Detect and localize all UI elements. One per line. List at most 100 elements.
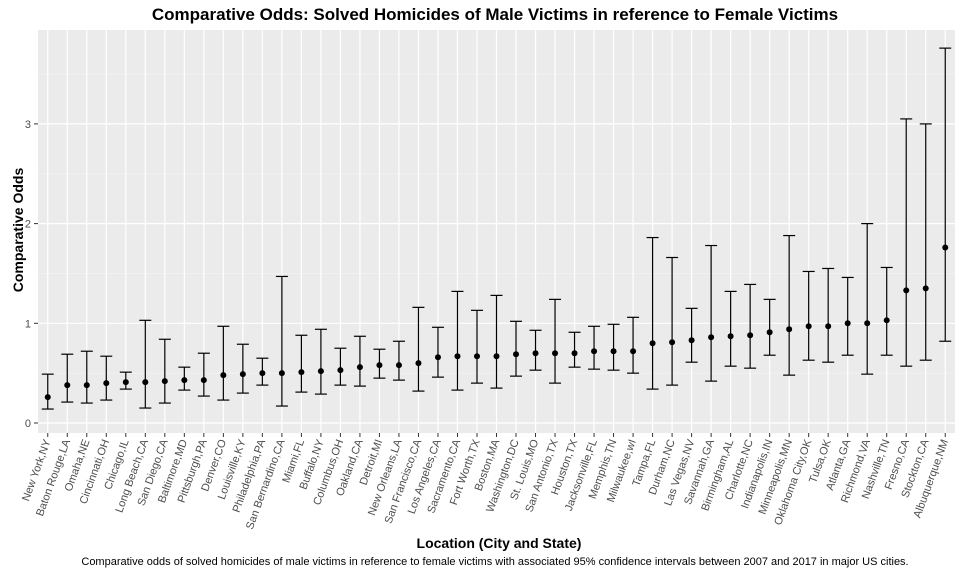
- error-bar: [549, 298, 562, 384]
- error-bar: [197, 352, 210, 397]
- error-bar: [353, 335, 366, 387]
- estimate-point: [883, 317, 890, 324]
- estimate-point: [552, 350, 559, 357]
- estimate-point: [786, 326, 793, 333]
- estimate-point: [688, 337, 695, 344]
- error-bar: [939, 47, 952, 342]
- estimate-point: [493, 353, 500, 360]
- estimate-point: [83, 382, 90, 389]
- error-bar: [919, 123, 932, 361]
- error-bar: [666, 256, 679, 386]
- estimate-point: [513, 351, 520, 358]
- estimate-point: [415, 360, 422, 367]
- error-bar: [295, 334, 308, 393]
- y-tick-label: 2: [25, 219, 31, 231]
- error-bar: [744, 283, 757, 369]
- chart-caption: Comparative odds of solved homicides of …: [81, 556, 909, 568]
- error-bar: [139, 319, 152, 409]
- error-bar: [61, 353, 74, 403]
- error-bar: [392, 340, 405, 381]
- error-bar: [763, 298, 776, 356]
- error-bar: [470, 309, 483, 384]
- error-bar: [314, 328, 327, 395]
- estimate-point: [376, 362, 383, 369]
- error-bar: [861, 223, 874, 375]
- error-bar: [880, 266, 893, 356]
- estimate-point: [259, 370, 266, 377]
- error-bar: [334, 347, 347, 386]
- y-axis-title: Comparative Odds: [10, 167, 26, 293]
- estimate-point: [708, 334, 715, 341]
- chart-title: Comparative Odds: Solved Homicides of Ma…: [151, 5, 839, 24]
- estimate-point: [942, 244, 949, 251]
- estimate-point: [142, 379, 149, 386]
- estimate-point: [356, 364, 363, 371]
- error-bar: [490, 294, 503, 389]
- estimate-point: [64, 382, 71, 389]
- estimate-point: [610, 348, 617, 355]
- error-bar: [158, 338, 171, 404]
- estimate-point: [220, 372, 227, 379]
- error-bar: [705, 244, 718, 382]
- error-bar: [783, 234, 796, 376]
- estimate-point: [630, 348, 637, 355]
- estimate-point: [337, 367, 344, 374]
- y-tick-label: 0: [25, 418, 31, 430]
- estimate-point: [649, 340, 656, 347]
- error-bar: [275, 275, 288, 407]
- estimate-point: [805, 323, 812, 330]
- estimate-point: [473, 353, 480, 360]
- error-bars: [41, 47, 952, 410]
- estimate-point: [864, 320, 871, 327]
- estimate-point: [669, 339, 676, 346]
- error-bar: [568, 331, 581, 368]
- estimate-point: [747, 332, 754, 339]
- estimate-point: [591, 348, 598, 355]
- error-bar: [646, 236, 659, 390]
- estimate-point: [844, 320, 851, 327]
- estimate-point: [122, 379, 129, 386]
- estimate-point: [278, 370, 285, 377]
- error-bar: [607, 323, 620, 371]
- error-bar: [80, 350, 93, 404]
- estimate-point: [532, 350, 539, 357]
- estimate-point: [434, 354, 441, 361]
- error-bar: [724, 290, 737, 367]
- error-bar: [685, 307, 698, 363]
- y-axis-ticks: 0 1 2 3: [25, 119, 38, 430]
- estimate-point: [317, 368, 324, 375]
- y-tick-label: 1: [25, 318, 31, 330]
- error-bar: [236, 343, 249, 394]
- estimate-point: [766, 329, 773, 336]
- error-bar: [100, 355, 113, 401]
- estimate-point: [200, 377, 207, 384]
- estimate-point: [103, 380, 110, 387]
- estimate-point: [239, 371, 246, 378]
- estimate-point: [571, 350, 578, 357]
- estimate-point: [298, 369, 305, 376]
- error-bar: [451, 290, 464, 391]
- error-bar: [822, 267, 835, 363]
- estimate-point: [161, 378, 168, 385]
- estimate-point: [903, 287, 910, 294]
- error-bar: [900, 118, 913, 367]
- error-bar: [412, 306, 425, 392]
- estimate-point: [825, 323, 832, 330]
- error-bar: [431, 326, 444, 378]
- error-bar: [217, 325, 230, 401]
- error-bar: [41, 373, 54, 410]
- estimate-point: [727, 333, 734, 340]
- estimate-point: [44, 394, 51, 401]
- estimate-point: [395, 362, 402, 369]
- error-bar: [627, 316, 640, 374]
- error-bar: [588, 325, 601, 370]
- estimate-points: [44, 244, 949, 401]
- error-bar: [802, 270, 815, 361]
- y-tick-label: 3: [25, 119, 31, 131]
- error-bar: [841, 276, 854, 356]
- estimate-point: [181, 377, 188, 384]
- error-bar: [510, 320, 523, 377]
- estimate-point: [454, 353, 461, 360]
